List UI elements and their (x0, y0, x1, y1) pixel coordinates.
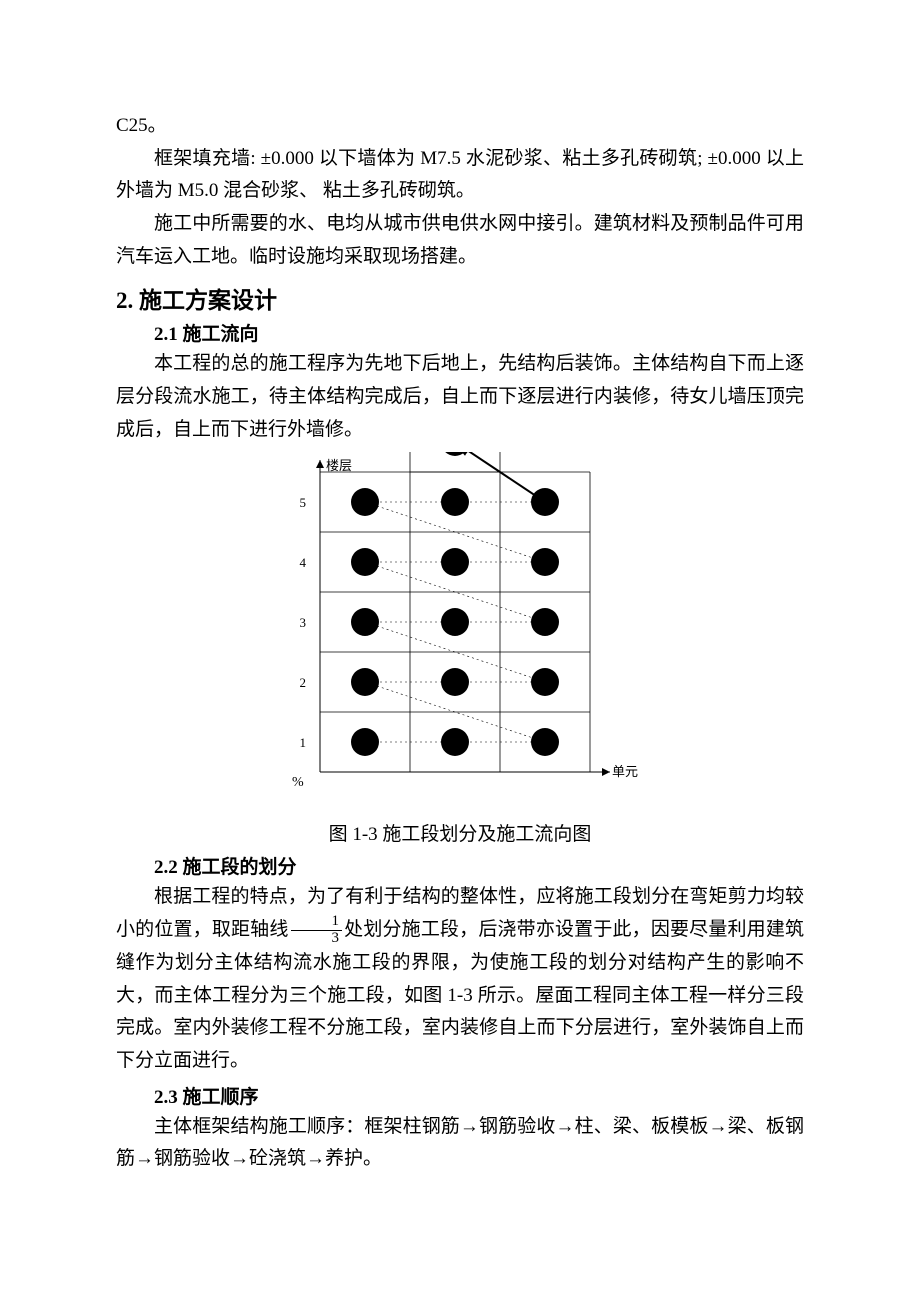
svg-text:%: % (292, 775, 304, 790)
fraction-denominator: 3 (291, 931, 343, 947)
svg-text:单元: 单元 (612, 764, 638, 779)
heading-2-1: 2.1 施工流向 (116, 319, 804, 346)
document-page: C25。 框架填充墙: ±0.000 以下墙体为 M7.5 水泥砂浆、粘土多孔砖… (0, 0, 920, 1302)
svg-text:3: 3 (300, 615, 307, 630)
paragraph-section-division: 根据工程的特点，为了有利于结构的整体性，应将施工段划分在弯矩剪力均较小的位置，取… (116, 881, 804, 1077)
paragraph-utilities: 施工中所需要的水、电均从城市供电供水网中接引。建筑材料及预制品件可用汽车运入工地… (116, 208, 804, 273)
svg-text:1: 1 (300, 735, 307, 750)
heading-2: 2. 施工方案设计 (116, 281, 804, 315)
paragraph-flow-direction: 本工程的总的施工程序为先地下后地上，先结构后装饰。主体结构自下而上逐层分段流水施… (116, 348, 804, 446)
svg-text:5: 5 (300, 495, 307, 510)
paragraph-c25: C25。 (116, 110, 804, 143)
figure-1-3: 1 2 3 4 5 楼层单元% (116, 452, 804, 817)
paragraph-wall: 框架填充墙: ±0.000 以下墙体为 M7.5 水泥砂浆、粘土多孔砖砌筑; ±… (116, 143, 804, 208)
heading-2-2: 2.2 施工段的划分 (116, 852, 804, 879)
flow-chart-svg: 1 2 3 4 5 楼层单元% (280, 452, 640, 812)
figure-caption: 图 1-3 施工段划分及施工流向图 (116, 819, 804, 846)
svg-text:4: 4 (300, 555, 307, 570)
svg-text:2: 2 (300, 675, 307, 690)
fraction-numerator: 1 (291, 914, 343, 931)
heading-2-3: 2.3 施工顺序 (116, 1082, 804, 1109)
p5-part-b: 处划分施工段，后浇带亦设置于此，因要尽量利用建筑缝作为划分主体结构流水施工段的界… (116, 919, 804, 1071)
fraction-1-3: 13 (291, 914, 343, 947)
paragraph-sequence: 主体框架结构施工顺序：框架柱钢筋→钢筋验收→柱、梁、板模板→梁、板钢筋→钢筋验收… (116, 1111, 804, 1176)
svg-text:楼层: 楼层 (326, 458, 352, 473)
